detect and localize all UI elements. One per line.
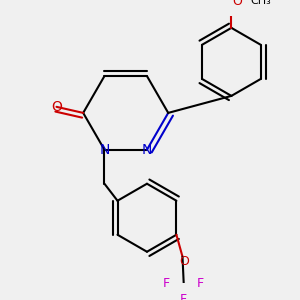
Text: F: F — [163, 277, 170, 290]
Text: CH₃: CH₃ — [251, 0, 272, 6]
Text: F: F — [197, 277, 204, 290]
Text: O: O — [51, 100, 62, 114]
Text: N: N — [142, 143, 152, 157]
Text: O: O — [232, 0, 242, 8]
Text: O: O — [179, 255, 189, 268]
Text: N: N — [99, 143, 110, 157]
Text: F: F — [180, 292, 187, 300]
